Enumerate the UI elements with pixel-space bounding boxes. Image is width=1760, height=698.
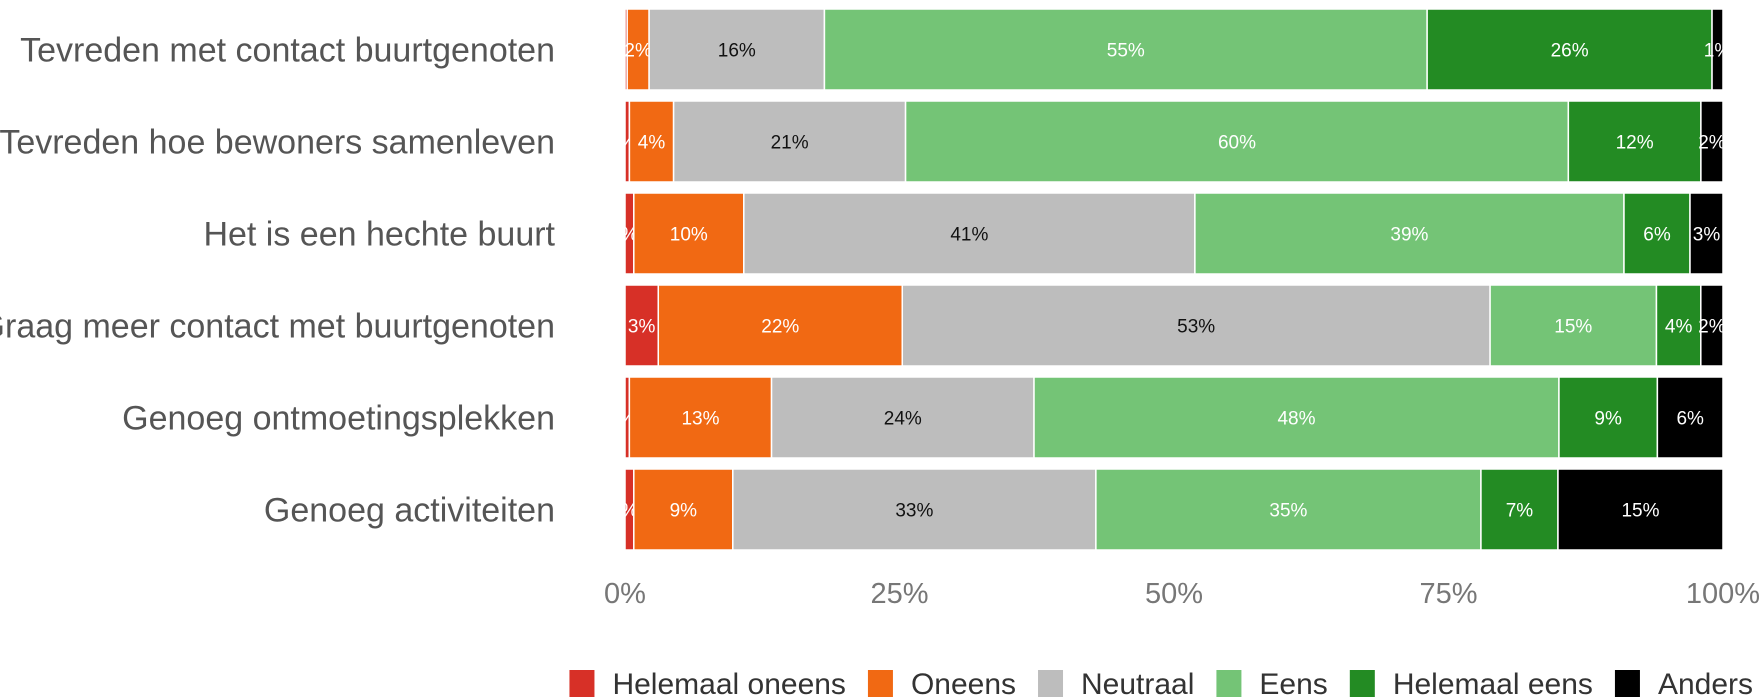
data-label: 60% — [1218, 133, 1256, 154]
legend-item: Helemaal eens — [1349, 668, 1593, 698]
legend-swatch — [1614, 670, 1640, 697]
data-label: 48% — [1277, 409, 1315, 430]
data-label: 9% — [670, 501, 698, 522]
data-label: 13% — [681, 409, 719, 430]
bar-segment — [633, 192, 745, 275]
data-label: 2% — [1698, 317, 1726, 338]
bar-segment — [1689, 192, 1724, 275]
x-axis-ticks: 0% 25% 50% 75% 100% — [604, 578, 1760, 610]
data-label: 24% — [884, 409, 922, 430]
legend-label: Anders — [1658, 668, 1753, 698]
category-label: Tevreden met contact buurtgenoten — [20, 32, 555, 70]
data-label: 3% — [628, 317, 656, 338]
bar-segment — [1033, 376, 1560, 459]
legend: Helemaal oneens Oneens Neutraal Eens Helemaa… — [569, 668, 1753, 698]
bar-segment — [633, 468, 734, 551]
legend-label: Helemaal eens — [1393, 668, 1593, 698]
data-label: 10% — [670, 225, 708, 246]
data-label: 6% — [1676, 409, 1704, 430]
category-label: Genoeg activiteiten — [264, 492, 555, 530]
bar-segment — [743, 192, 1196, 275]
bar-segment — [1623, 192, 1691, 275]
data-label: 39% — [1390, 225, 1428, 246]
data-label: 1% — [1704, 41, 1732, 62]
bar-segment — [1489, 284, 1658, 367]
bar-segment — [657, 284, 904, 367]
bar-segment — [732, 468, 1097, 551]
data-label: 55% — [1107, 41, 1145, 62]
data-label: 9% — [1594, 409, 1622, 430]
bar-segment — [904, 100, 1570, 183]
bar-segment — [1700, 284, 1724, 367]
bar-segment — [1558, 376, 1659, 459]
bar-segment — [1567, 100, 1702, 183]
data-label: 15% — [1554, 317, 1592, 338]
bar-segment — [628, 376, 773, 459]
legend-item: Oneens — [867, 668, 1016, 698]
legend-item: Eens — [1216, 668, 1328, 698]
data-label: 53% — [1177, 317, 1215, 338]
data-label: 22% — [761, 317, 799, 338]
bar-segment — [1656, 376, 1724, 459]
data-label: 2% — [624, 41, 652, 62]
bar-segment — [1426, 8, 1713, 91]
legend-label: Eens — [1259, 668, 1327, 698]
data-label: 3% — [1693, 225, 1721, 246]
category-label: Het is een hechte buurt — [203, 216, 555, 254]
data-label: 4% — [638, 133, 666, 154]
x-tick-label: 75% — [1419, 578, 1477, 610]
data-label: 16% — [718, 41, 756, 62]
legend-item: Helemaal oneens — [569, 668, 846, 698]
category-label: Genoeg ontmoetingsplekken — [122, 400, 555, 438]
legend-swatch — [1216, 670, 1242, 697]
x-tick-label: 25% — [870, 578, 928, 610]
legend-label: Helemaal oneens — [612, 668, 845, 698]
x-tick-label: 50% — [1145, 578, 1203, 610]
legend-item: Neutraal — [1038, 668, 1194, 698]
category-label: Graag meer contact met buurtgenoten — [0, 308, 555, 346]
category-labels: Tevreden met contact buurtgenoten Tevrede… — [0, 32, 556, 530]
bar-segment — [648, 8, 826, 91]
legend-swatch — [1349, 670, 1375, 697]
bar-segment — [1711, 8, 1724, 91]
bar-segment — [624, 284, 660, 367]
data-label: 26% — [1551, 41, 1589, 62]
data-label: 35% — [1269, 501, 1307, 522]
legend-label: Neutraal — [1081, 668, 1194, 698]
bar-segment — [770, 376, 1035, 459]
data-label: 21% — [771, 133, 809, 154]
data-label: 12% — [1616, 133, 1654, 154]
bar-segment — [1095, 468, 1482, 551]
category-label: Tevreden hoe bewoners samenleven — [0, 124, 555, 162]
bar-segment — [901, 284, 1491, 367]
x-tick-label: 0% — [604, 578, 646, 610]
data-label: 4% — [1665, 317, 1693, 338]
data-label: 6% — [1643, 225, 1671, 246]
data-label: 33% — [895, 501, 933, 522]
legend-swatch — [569, 670, 595, 697]
bars-group: 2% 16% 55% 26% 1%% 4% 21% 60% 12% 2%% 10% 41% 39% 6% 3… — [619, 8, 1732, 551]
bar-segment — [1194, 192, 1625, 275]
x-tick-label: 100% — [1686, 578, 1760, 610]
data-label: 7% — [1506, 501, 1534, 522]
data-label: 15% — [1621, 501, 1659, 522]
bar-segment — [1557, 468, 1724, 551]
bar-segment — [1480, 468, 1559, 551]
legend-swatch — [867, 670, 893, 697]
data-label: 2% — [1698, 133, 1726, 154]
bar-segment — [1700, 100, 1724, 183]
legend-swatch — [1038, 670, 1064, 697]
data-label: 41% — [950, 225, 988, 246]
legend-label: Oneens — [911, 668, 1016, 698]
legend-item: Anders — [1614, 668, 1753, 698]
